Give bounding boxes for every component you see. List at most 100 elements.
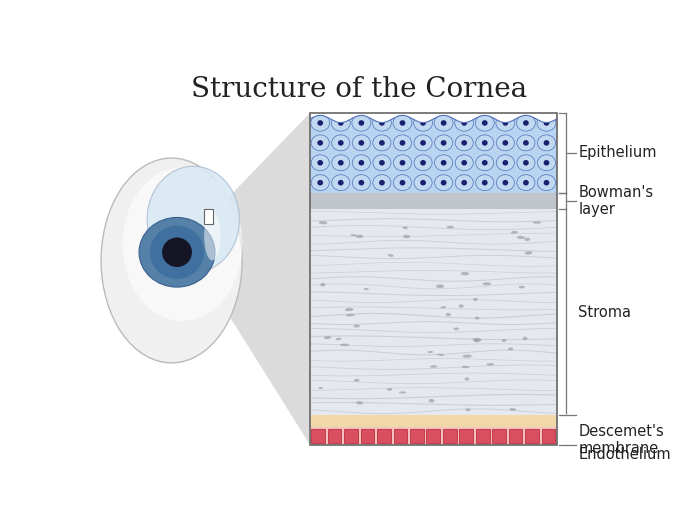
Ellipse shape	[440, 306, 446, 309]
Ellipse shape	[466, 409, 470, 411]
Bar	[312, 429, 325, 443]
Ellipse shape	[354, 325, 360, 328]
Ellipse shape	[436, 285, 444, 288]
Ellipse shape	[400, 180, 405, 186]
Ellipse shape	[379, 120, 385, 126]
Ellipse shape	[420, 160, 426, 165]
Ellipse shape	[455, 174, 473, 190]
Ellipse shape	[352, 115, 371, 131]
Ellipse shape	[356, 235, 363, 238]
Ellipse shape	[517, 155, 535, 171]
Ellipse shape	[204, 211, 220, 261]
Ellipse shape	[454, 328, 459, 330]
Ellipse shape	[428, 399, 435, 403]
Polygon shape	[310, 113, 556, 122]
Text: Bowman's
layer: Bowman's layer	[578, 185, 654, 217]
Ellipse shape	[435, 155, 453, 171]
Ellipse shape	[400, 140, 405, 146]
Ellipse shape	[324, 336, 331, 339]
Ellipse shape	[441, 120, 447, 126]
Ellipse shape	[312, 155, 329, 171]
Bar	[410, 429, 424, 443]
Ellipse shape	[122, 167, 242, 321]
Ellipse shape	[455, 135, 473, 151]
Ellipse shape	[496, 174, 514, 190]
Ellipse shape	[461, 120, 467, 126]
Ellipse shape	[455, 155, 473, 171]
Ellipse shape	[434, 115, 453, 131]
Ellipse shape	[356, 401, 363, 404]
Ellipse shape	[147, 166, 239, 273]
Ellipse shape	[441, 180, 447, 186]
Ellipse shape	[523, 337, 527, 340]
Ellipse shape	[461, 180, 467, 186]
Bar	[310, 113, 556, 445]
Bar	[426, 429, 440, 443]
Ellipse shape	[414, 135, 432, 151]
Ellipse shape	[475, 317, 480, 320]
Ellipse shape	[393, 115, 412, 131]
Ellipse shape	[441, 140, 447, 146]
Ellipse shape	[496, 135, 514, 151]
Ellipse shape	[544, 120, 550, 126]
Ellipse shape	[517, 135, 535, 151]
Ellipse shape	[503, 140, 508, 146]
Ellipse shape	[332, 174, 350, 190]
Ellipse shape	[474, 339, 480, 342]
Ellipse shape	[393, 155, 412, 171]
Ellipse shape	[346, 314, 355, 317]
Ellipse shape	[544, 160, 550, 165]
Ellipse shape	[402, 235, 410, 238]
Ellipse shape	[503, 120, 508, 126]
Ellipse shape	[358, 120, 364, 126]
Ellipse shape	[461, 272, 469, 276]
Ellipse shape	[508, 347, 513, 351]
Ellipse shape	[476, 135, 494, 151]
Ellipse shape	[511, 231, 518, 234]
Ellipse shape	[482, 140, 488, 146]
Bar	[310, 209, 556, 415]
Text: Endothelium: Endothelium	[578, 447, 671, 462]
Ellipse shape	[476, 174, 494, 190]
Ellipse shape	[338, 180, 344, 186]
Bar	[310, 415, 556, 427]
Ellipse shape	[150, 226, 204, 279]
Ellipse shape	[340, 344, 349, 346]
Ellipse shape	[430, 365, 438, 368]
Ellipse shape	[496, 115, 514, 131]
Ellipse shape	[461, 160, 467, 165]
Ellipse shape	[399, 392, 406, 394]
Ellipse shape	[311, 115, 330, 131]
Ellipse shape	[476, 155, 494, 171]
Ellipse shape	[503, 160, 508, 165]
Bar	[492, 429, 506, 443]
Ellipse shape	[496, 155, 514, 171]
Bar	[525, 429, 539, 443]
Ellipse shape	[332, 135, 350, 151]
Ellipse shape	[537, 115, 556, 131]
Ellipse shape	[414, 115, 433, 131]
Ellipse shape	[312, 135, 329, 151]
Bar	[459, 429, 473, 443]
Ellipse shape	[338, 140, 344, 146]
Ellipse shape	[320, 283, 326, 287]
Bar	[344, 429, 358, 443]
Ellipse shape	[482, 120, 488, 126]
Ellipse shape	[533, 221, 541, 224]
Ellipse shape	[387, 388, 392, 390]
Ellipse shape	[503, 180, 508, 186]
Ellipse shape	[544, 140, 550, 146]
Ellipse shape	[510, 408, 517, 411]
Ellipse shape	[482, 180, 488, 186]
Bar	[310, 193, 556, 209]
Ellipse shape	[517, 236, 525, 239]
Text: Descemet's
membrane: Descemet's membrane	[578, 424, 664, 456]
Ellipse shape	[523, 180, 528, 186]
Ellipse shape	[524, 238, 530, 241]
Ellipse shape	[446, 313, 451, 316]
Ellipse shape	[318, 387, 323, 389]
Bar	[443, 429, 456, 443]
Ellipse shape	[465, 377, 469, 380]
Ellipse shape	[373, 155, 391, 171]
Bar	[509, 429, 522, 443]
